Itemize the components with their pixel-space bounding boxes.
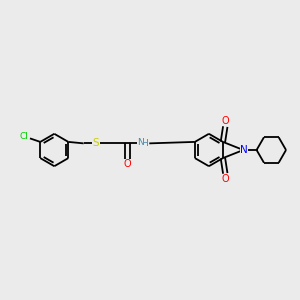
- Text: Cl: Cl: [20, 132, 28, 141]
- Text: S: S: [93, 138, 99, 148]
- Text: N: N: [137, 138, 144, 147]
- Text: O: O: [221, 116, 229, 126]
- Text: O: O: [221, 174, 229, 184]
- Text: H: H: [142, 139, 148, 148]
- Text: O: O: [124, 159, 131, 169]
- Text: N: N: [240, 145, 248, 155]
